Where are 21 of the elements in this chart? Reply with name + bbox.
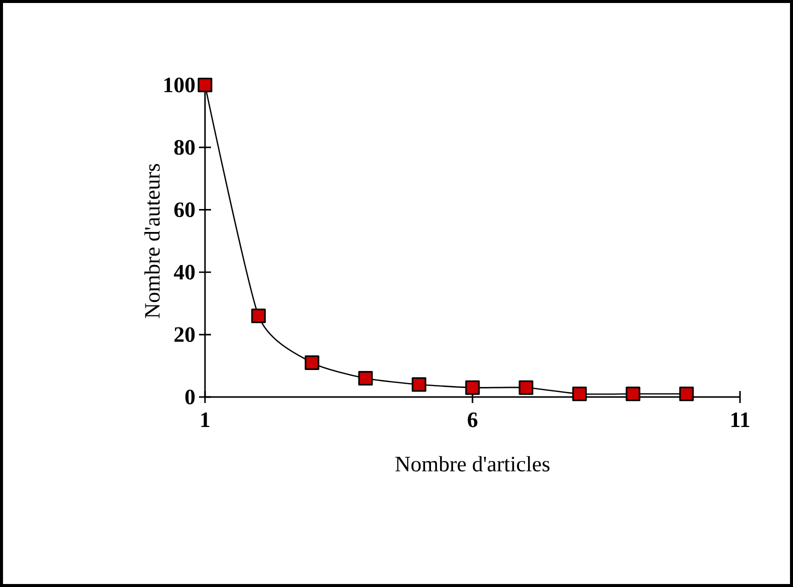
- point: [465, 380, 480, 395]
- point: [198, 78, 212, 92]
- y-tick-label: 80: [174, 140, 195, 155]
- point: [304, 355, 320, 370]
- x-axis-title: Nombre d'articles: [395, 456, 550, 472]
- point: [679, 386, 694, 402]
- y-tick-label: 20: [174, 327, 195, 342]
- y-tick-label: 60: [174, 202, 195, 218]
- y-tick-label: 40: [174, 264, 195, 280]
- y-axis-title: Nombre d'auteurs: [144, 164, 160, 318]
- point: [518, 380, 534, 395]
- point: [358, 370, 373, 386]
- x-tick-label: 1: [201, 412, 210, 427]
- point: [412, 377, 426, 392]
- y-tick-label: 0: [185, 390, 195, 404]
- y-tick-label: 100: [164, 78, 195, 92]
- point: [572, 386, 587, 402]
- x-tick-label: 11: [731, 412, 750, 427]
- x-tick-label: 6: [468, 412, 478, 428]
- point: [251, 308, 266, 324]
- point: [626, 386, 640, 402]
